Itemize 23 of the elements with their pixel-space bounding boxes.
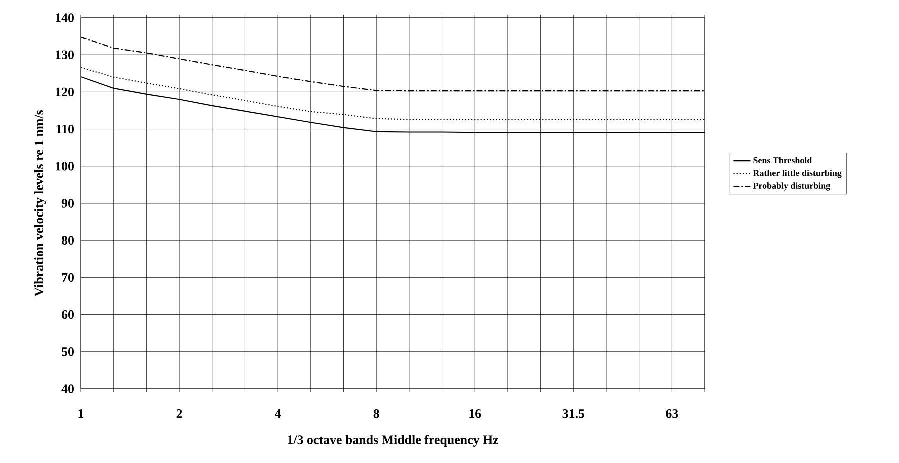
- y-tick-label: 70: [62, 273, 74, 282]
- y-tick-label: 40: [62, 384, 74, 394]
- y-axis-title: Vibration velocity levels re 1 nm/s: [34, 110, 46, 297]
- y-tick-label: 130: [56, 50, 74, 60]
- x-axis-title: 1/3 octave bands Middle frequency Hz: [288, 435, 499, 448]
- x-tick-label: 2: [176, 410, 182, 418]
- y-tick-label: 120: [56, 88, 74, 97]
- x-tick-label: 16: [470, 410, 482, 418]
- x-tick-label: 8: [374, 410, 380, 418]
- y-tick-label: 140: [56, 14, 74, 22]
- x-tick-label: 1: [78, 410, 84, 418]
- legend-label: Sens Threshold: [754, 157, 812, 164]
- y-tick-label: 60: [62, 310, 74, 320]
- y-tick-label: 90: [62, 199, 74, 208]
- y-tick-label: 80: [62, 236, 74, 245]
- legend-label: Rather little disturbing: [753, 170, 842, 178]
- y-tick-label: 50: [62, 348, 74, 356]
- x-tick-label: 31.5: [562, 410, 584, 418]
- legend-label: Probably disturbing: [753, 182, 830, 191]
- y-tick-label: 100: [56, 162, 74, 171]
- x-tick-label: 63: [666, 410, 678, 418]
- y-tick-label: 110: [56, 124, 74, 134]
- x-tick-label: 4: [274, 410, 282, 418]
